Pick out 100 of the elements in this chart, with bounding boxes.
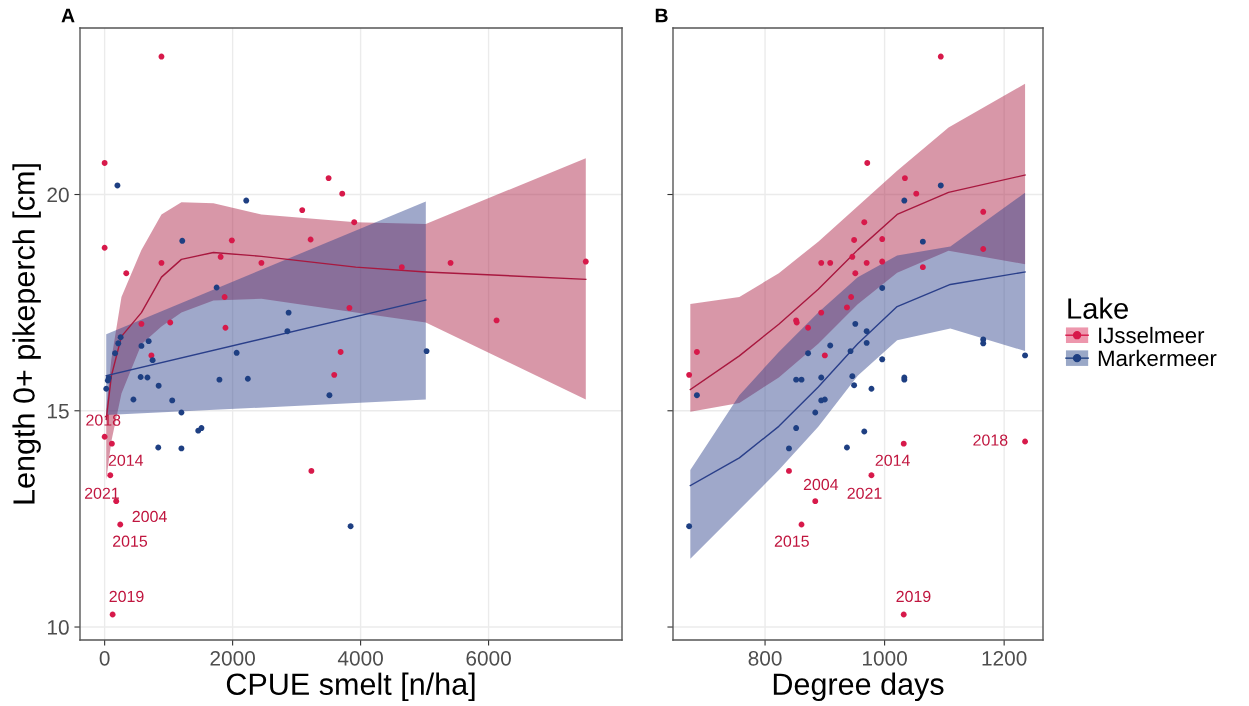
point <box>901 175 908 182</box>
point <box>158 53 165 60</box>
point <box>284 328 291 335</box>
point <box>980 340 987 347</box>
point <box>123 270 130 277</box>
point <box>847 348 854 355</box>
point <box>233 349 240 356</box>
point <box>937 182 944 189</box>
point <box>108 440 115 447</box>
point <box>117 334 124 341</box>
point <box>937 53 944 60</box>
point <box>326 392 333 399</box>
point <box>863 339 870 346</box>
point <box>821 352 828 359</box>
point <box>852 270 859 277</box>
point <box>346 304 353 311</box>
point <box>115 340 122 347</box>
point <box>919 238 926 245</box>
point <box>258 259 265 266</box>
point <box>299 207 306 214</box>
point <box>423 348 430 355</box>
point <box>686 371 693 378</box>
point <box>331 371 338 378</box>
point <box>178 445 185 452</box>
point <box>849 253 856 260</box>
point <box>337 349 344 355</box>
point <box>339 190 346 197</box>
annotation: 2004 <box>132 510 167 523</box>
point <box>793 425 800 432</box>
point <box>307 236 314 243</box>
point <box>851 236 858 243</box>
point <box>169 397 176 404</box>
point <box>114 182 121 189</box>
point <box>848 294 855 300</box>
point <box>849 373 856 380</box>
point <box>398 264 405 271</box>
point <box>827 342 834 349</box>
legend-label: IJsselmeer <box>1099 326 1205 344</box>
x-tick-label: 1200 <box>982 650 1027 666</box>
point <box>101 244 108 251</box>
point <box>786 467 792 474</box>
y-tick-label: 15 <box>48 403 69 419</box>
point <box>103 385 110 392</box>
point <box>213 284 220 291</box>
point <box>793 376 800 383</box>
point <box>221 294 228 300</box>
point <box>217 253 224 260</box>
point <box>798 376 805 383</box>
point <box>243 197 250 204</box>
point <box>805 324 812 331</box>
annotation: 2014 <box>875 454 910 466</box>
point <box>138 320 145 327</box>
point <box>130 396 137 403</box>
point <box>879 356 886 363</box>
y-tick-label: 20 <box>47 187 69 203</box>
point <box>144 374 151 381</box>
point <box>347 523 354 530</box>
x-axis-title: CPUE smelt [n/ha] <box>226 672 475 702</box>
point <box>155 382 162 389</box>
point <box>879 284 886 291</box>
point <box>493 317 500 324</box>
point <box>228 237 235 244</box>
point <box>798 521 805 528</box>
point <box>818 259 825 266</box>
point <box>107 472 114 479</box>
point <box>818 374 825 381</box>
point <box>325 175 332 182</box>
x-tick-label: 1000 <box>863 650 907 666</box>
point <box>844 304 850 311</box>
point <box>844 444 850 451</box>
point <box>818 309 825 316</box>
x-tick-label: 0 <box>99 650 110 666</box>
y-axis-title: Length 0+ pikeperch [cm] <box>12 164 41 504</box>
point <box>112 350 119 357</box>
point <box>101 433 108 440</box>
annotation: 2015 <box>774 535 809 547</box>
point <box>1022 438 1029 445</box>
point <box>812 498 819 505</box>
point <box>101 160 108 166</box>
point <box>1022 352 1029 359</box>
point <box>863 328 870 335</box>
annotation: 2004 <box>803 478 839 491</box>
x-tick-label: 6000 <box>466 650 511 666</box>
point <box>861 219 868 226</box>
point <box>178 409 185 416</box>
x-tick-label: 2000 <box>210 650 255 666</box>
x-axis-title: Degree days <box>773 672 944 702</box>
point <box>863 259 870 266</box>
point <box>216 376 223 383</box>
point <box>145 338 152 345</box>
point <box>686 523 693 530</box>
point <box>693 392 700 399</box>
point <box>109 611 116 618</box>
annotation: 2021 <box>847 487 882 499</box>
point <box>149 357 156 364</box>
y-tick-label: 10 <box>48 620 69 635</box>
legend-title: Lake <box>1068 297 1128 319</box>
point <box>919 264 926 271</box>
x-tick-label: 800 <box>748 650 782 666</box>
point <box>117 521 124 528</box>
